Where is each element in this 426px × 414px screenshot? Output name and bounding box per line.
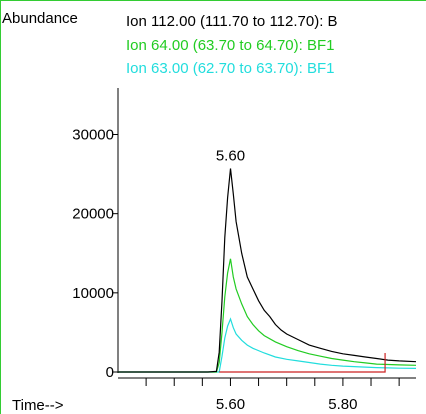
y-tick-label: 0: [106, 364, 114, 381]
x-tick-label: 5.60: [216, 396, 245, 413]
legend-series-2: Ion 64.00 (63.70 to 64.70): BF1: [126, 37, 334, 54]
peak-label: 5.60: [216, 148, 245, 165]
series-line-3: [118, 317, 417, 373]
y-tick-label: 20000: [72, 206, 114, 223]
series-line-2: [118, 258, 417, 373]
integration-baseline: [219, 353, 386, 373]
y-ticks: 0 10000 20000 30000: [72, 127, 118, 381]
x-ticks: 5.60 5.80: [145, 378, 400, 413]
legend-series-3: Ion 63.00 (62.70 to 63.70): BF1: [126, 60, 334, 77]
x-tick-label: 5.80: [328, 396, 357, 413]
series-line-1: [118, 168, 417, 373]
series-layer: [118, 168, 417, 373]
y-axis-label: Abundance: [2, 10, 78, 27]
x-axis-label: Time-->: [12, 397, 64, 414]
legend-series-1: Ion 112.00 (111.70 to 112.70): B: [126, 13, 338, 30]
y-tick-label: 30000: [72, 127, 114, 144]
y-tick-label: 10000: [72, 285, 114, 302]
